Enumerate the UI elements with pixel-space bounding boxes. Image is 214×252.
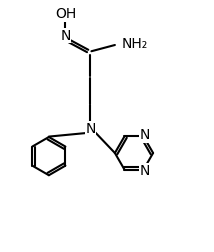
Text: N: N	[140, 129, 150, 142]
Text: OH: OH	[55, 7, 76, 21]
Text: N: N	[85, 122, 96, 136]
Text: NH₂: NH₂	[122, 37, 148, 51]
Text: N: N	[60, 29, 71, 43]
Text: N: N	[140, 164, 150, 178]
